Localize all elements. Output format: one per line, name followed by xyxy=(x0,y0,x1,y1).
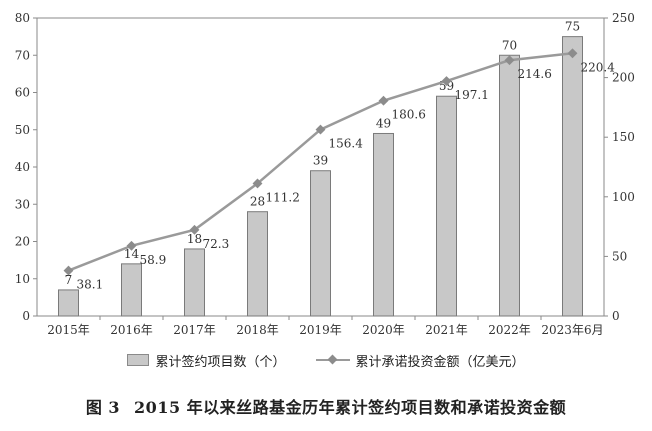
bar xyxy=(121,263,142,317)
legend-label-bars: 累计签约项目数（个） xyxy=(155,354,286,370)
line-point xyxy=(189,224,200,235)
line-point xyxy=(378,95,389,106)
line-value-label: 214.6 xyxy=(518,67,552,81)
legend-item-line: 累计承诺投资金额（亿美元） xyxy=(315,351,525,370)
line-point xyxy=(252,178,263,189)
x-axis-tick-label: 2022年 xyxy=(488,323,531,337)
x-axis-tick-label: 2019年 xyxy=(299,323,342,337)
left-axis-tick-label: 0 xyxy=(22,309,30,323)
bar-value-label: 39 xyxy=(313,154,328,168)
bar xyxy=(499,54,520,317)
legend-item-bars: 累计签约项目数（个） xyxy=(127,351,286,370)
line-value-label: 197.1 xyxy=(455,88,489,102)
figure-title: 2015 年以来丝路基金历年累计签约项目数和承诺投资金额 xyxy=(134,398,567,417)
right-axis-tick-label: 100 xyxy=(612,190,635,204)
left-axis-tick-label: 30 xyxy=(15,197,30,211)
right-axis-tick-label: 0 xyxy=(612,309,620,323)
line-point xyxy=(567,48,578,59)
x-axis-tick-label: 2020年 xyxy=(362,323,405,337)
x-axis-tick-label: 2018年 xyxy=(236,323,279,337)
bar-value-label: 28 xyxy=(250,195,265,209)
bar-value-label: 75 xyxy=(565,20,580,34)
left-axis-tick-label: 40 xyxy=(15,160,30,174)
right-axis-tick-label: 200 xyxy=(612,71,635,85)
x-axis-tick-label: 2021年 xyxy=(425,323,468,337)
legend: 累计签约项目数（个） 累计承诺投资金额（亿美元） xyxy=(0,350,652,370)
legend-line-swatch xyxy=(315,354,350,366)
right-axis-tick-label: 150 xyxy=(612,130,635,144)
left-axis-tick-label: 50 xyxy=(15,123,30,137)
line-point xyxy=(126,240,137,251)
bar-value-label: 70 xyxy=(502,38,517,52)
bar xyxy=(562,36,583,317)
bar xyxy=(184,248,205,317)
bar xyxy=(436,95,457,317)
bar-value-label: 7 xyxy=(65,273,73,287)
line-value-label: 111.2 xyxy=(266,190,300,204)
left-axis-tick-label: 70 xyxy=(15,48,30,62)
line-value-label: 156.4 xyxy=(329,137,364,151)
left-axis-tick-label: 80 xyxy=(15,11,30,25)
line-value-label: 58.9 xyxy=(140,253,167,267)
right-axis-tick-label: 250 xyxy=(612,11,635,25)
figure-number: 图 3 xyxy=(85,398,121,417)
x-axis-tick-label: 2016年 xyxy=(110,323,153,337)
line-value-label: 220.4 xyxy=(581,60,616,74)
x-axis-tick-label: 2023年6月 xyxy=(541,323,603,337)
line-value-label: 72.3 xyxy=(203,237,230,251)
bar-value-label: 49 xyxy=(376,116,391,130)
line-value-label: 38.1 xyxy=(77,278,104,292)
bar xyxy=(58,289,79,317)
figure-caption: 图 3 2015 年以来丝路基金历年累计签约项目数和承诺投资金额 xyxy=(0,394,652,418)
legend-label-line: 累计承诺投资金额（亿美元） xyxy=(355,354,525,370)
line-value-label: 180.6 xyxy=(392,108,426,122)
x-axis-tick-label: 2015年 xyxy=(47,323,90,337)
bar xyxy=(310,170,331,317)
bar-value-label: 14 xyxy=(124,247,140,261)
bar xyxy=(247,211,268,317)
bar-value-label: 18 xyxy=(187,232,202,246)
left-axis-tick-label: 60 xyxy=(15,86,30,100)
left-axis-tick-label: 20 xyxy=(15,235,30,249)
left-axis-tick-label: 10 xyxy=(15,272,30,286)
right-axis-tick-label: 50 xyxy=(612,249,627,263)
x-axis-tick-label: 2017年 xyxy=(173,323,216,337)
bar xyxy=(373,132,394,317)
combo-chart: 0 10 20 30 40 50 60 70 80 0 50 100 150 200 250 2015年 201… xyxy=(15,11,635,337)
legend-bar-swatch xyxy=(127,354,150,366)
